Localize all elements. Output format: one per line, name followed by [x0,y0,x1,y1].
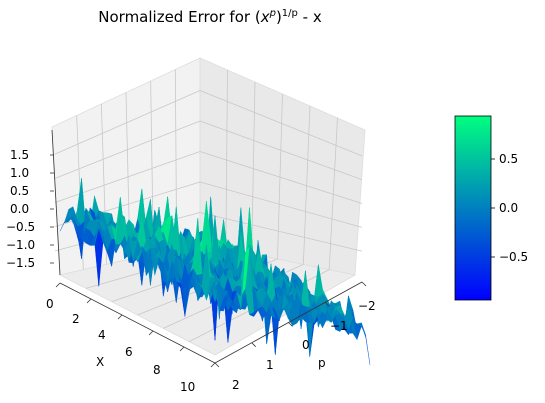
x-tick-label: 10 [180,380,195,394]
x-axis-label: X [96,355,104,369]
y-tick-label: −1 [330,319,348,333]
colorbar-gradient [454,115,492,301]
surface-patches [59,178,371,365]
z-axis: 1.5 1.0 0.5 0.0 −0.5 −1.0 −1.5 [6,148,35,270]
y-tick-label: 2 [232,378,240,392]
colorbar: 0.5 0.0 −0.5 [454,115,528,301]
z-tick-label: −0.5 [6,220,35,234]
x-tick-label: 4 [98,328,106,342]
colorbar-tick-label: 0.0 [499,201,518,215]
colorbar-tick-label: −0.5 [499,250,528,264]
z-tick-label: 1.5 [10,148,29,162]
y-axis: 2 1 0 −1 −2 p [232,299,376,392]
y-tick-label: 0 [302,338,310,352]
chart-title: Normalized Error for (xp)1/p - x [98,8,322,26]
z-tick-label: −1.0 [6,238,35,252]
colorbar-tick-label: 0.5 [499,152,518,166]
y-tick-label: −2 [358,299,376,313]
y-tick-label: 1 [266,358,274,372]
axis-lines [50,129,367,368]
z-tick-label: 0.5 [10,184,29,198]
x-tick-label: 6 [125,345,133,359]
x-axis: 0 2 4 6 8 10 X [46,297,195,394]
x-tick-label: 8 [153,363,161,377]
y-axis-label: p [318,356,326,370]
x-tick-label: 0 [46,297,54,311]
surface-patch [210,277,220,311]
z-tick-label: −1.5 [6,256,35,270]
z-tick-label: 0.0 [10,202,29,216]
x-tick-label: 2 [72,312,80,326]
z-tick-label: 1.0 [10,166,29,180]
